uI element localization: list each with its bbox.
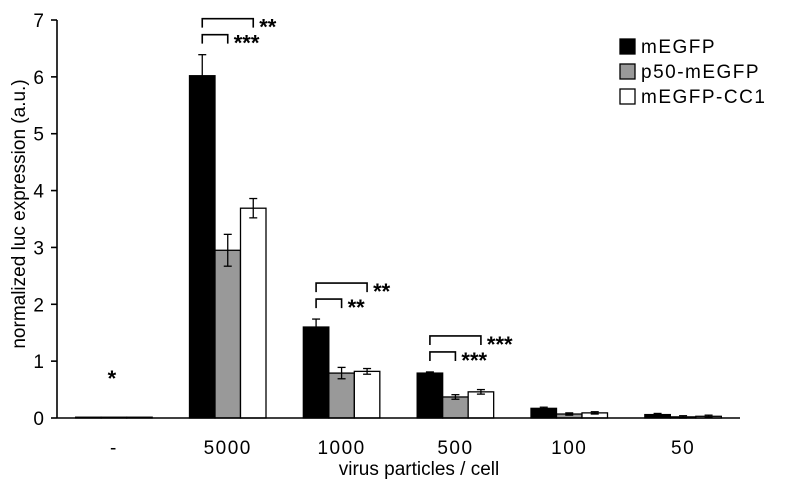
error-bars-layer xyxy=(198,54,713,419)
x-tick-label: 50 xyxy=(671,438,695,459)
bar-mEGFP-1000 xyxy=(302,326,330,419)
significance-label: *** xyxy=(461,348,487,373)
x-tick-label: 1000 xyxy=(317,438,365,459)
legend: mEGFP p50-mEGFP mEGFP-CC1 xyxy=(619,37,766,108)
axes-layer: 0 1 2 3 4 5 6 7 - 5000 1000 500 100 50 xyxy=(33,11,740,459)
bar-mEGFP-CC1-500 xyxy=(467,391,495,419)
y-tick-label: 5 xyxy=(33,125,44,146)
y-tick-label: 4 xyxy=(33,182,44,203)
significance-label: ** xyxy=(373,279,391,304)
x-tick-label: 500 xyxy=(437,438,473,459)
bar-mEGFP-5000 xyxy=(188,75,216,419)
legend-label-p50-mEGFP: p50-mEGFP xyxy=(641,62,760,83)
y-tick-label: 6 xyxy=(33,68,44,89)
significance-bracket xyxy=(315,282,368,293)
y-tick-label: 7 xyxy=(33,11,44,32)
y-axis-title: normalized luc expression (a.u.) xyxy=(9,79,30,348)
bar-mEGFP-CC1-5000 xyxy=(239,207,267,419)
x-tick-label: 100 xyxy=(551,438,587,459)
y-tick-label: 3 xyxy=(33,238,44,259)
bar-p50-mEGFP-1000 xyxy=(328,372,355,419)
significance-marker: * xyxy=(108,366,117,391)
significance-bracket xyxy=(429,335,482,345)
significance-bracket xyxy=(315,298,343,309)
significance-bracket xyxy=(429,351,457,361)
legend-swatch-mEGFP-CC1 xyxy=(619,88,636,105)
y-tick-label: 2 xyxy=(33,295,44,316)
legend-swatch-p50-mEGFP xyxy=(619,63,636,80)
significance-label: *** xyxy=(234,31,260,56)
bars-layer xyxy=(75,75,722,419)
significance-bracket xyxy=(201,17,255,28)
x-tick-label: - xyxy=(110,438,118,459)
significance-label: ** xyxy=(348,295,366,320)
significance-layer: **************** xyxy=(108,15,513,392)
y-tick-label: 1 xyxy=(33,352,44,373)
bar-mEGFP-CC1-1000 xyxy=(353,370,381,419)
bar-mEGFP-500 xyxy=(416,372,444,419)
legend-label-mEGFP: mEGFP xyxy=(641,37,716,58)
legend-swatch-mEGFP xyxy=(619,38,636,55)
y-tick-label: 0 xyxy=(33,409,44,430)
legend-label-mEGFP-CC1: mEGFP-CC1 xyxy=(641,87,766,108)
significance-label: ** xyxy=(259,15,277,40)
bar-p50-mEGFP-500 xyxy=(442,396,469,419)
significance-bracket xyxy=(201,33,229,44)
x-tick-label: 5000 xyxy=(204,438,252,459)
x-axis-title: virus particles / cell xyxy=(339,459,500,480)
significance-label: *** xyxy=(487,332,513,357)
bar-p50-mEGFP-5000 xyxy=(214,249,242,419)
